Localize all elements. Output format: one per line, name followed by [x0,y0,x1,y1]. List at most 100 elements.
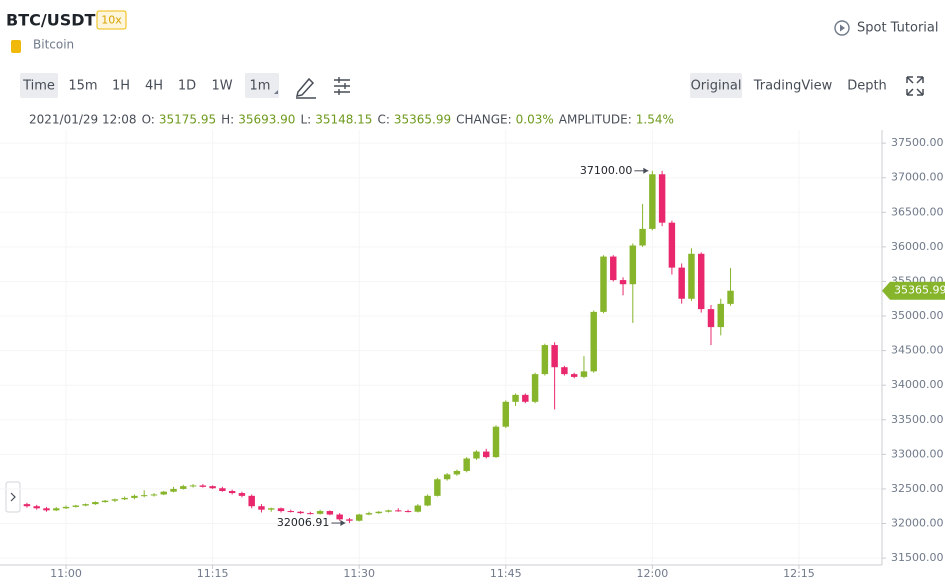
coin-name: Bitcoin [33,38,74,52]
x-tick-label: 12:00 [637,567,669,580]
candle-body [649,174,656,229]
y-tick-label: 34500.00 [891,344,944,357]
expand-arrow [10,492,16,502]
candle-body [610,256,617,281]
annotation-label: 37100.00 [580,164,633,177]
candle-body [355,514,363,521]
interval[interactable]: 1W [211,79,232,94]
candle-body [385,510,392,512]
y-tick-label: 33500.00 [891,413,944,426]
candle-body [82,504,89,506]
candle-body [375,511,382,514]
candle-body [629,245,637,285]
x-tick-label: 11:30 [343,567,375,580]
candle-body [551,345,558,368]
candle-body [336,514,343,520]
draw-icon[interactable] [295,77,316,99]
play-icon-arrow [840,24,845,32]
fullscreen-icon[interactable] [906,76,924,96]
x-tick-label: 11:00 [50,567,82,580]
candle-body [209,486,216,489]
candle-body [131,495,138,498]
candle-body [258,506,265,510]
view-option[interactable]: Original [691,79,742,94]
candle-body [492,426,500,458]
settings-icon[interactable] [334,77,350,95]
candle-body [541,345,549,375]
candle-body [43,508,50,511]
active-interval-bg [20,73,58,98]
candle-body [414,505,422,512]
candle-body [404,511,412,513]
interval[interactable]: Time [22,79,55,94]
info-label: C: [377,113,389,127]
candle-body [170,488,177,492]
view-option[interactable]: TradingView [753,79,833,94]
candle-body [140,495,148,497]
info-label: L: [300,113,311,127]
info-label: H: [221,113,234,127]
y-tick-label: 37500.00 [891,136,944,149]
candle-body [346,519,353,521]
spot-tutorial[interactable]: Spot Tutorial [857,21,938,36]
candle-body [639,228,646,246]
pair: BTC/USDT [6,11,95,30]
candle-body [707,309,715,328]
y-tick-label: 32000.00 [891,517,944,530]
expand-button[interactable] [5,481,21,513]
candle-body [443,474,451,480]
candle-body [522,394,529,402]
candle-body [531,374,539,402]
candle-body [268,508,275,510]
interval[interactable]: 1H [112,79,130,94]
candle-body [23,504,31,507]
candle-body [326,511,334,515]
info-value: 35148.15 [315,113,372,127]
info-value: 35693.90 [238,113,295,127]
info-value: 35365.99 [394,113,451,127]
candle-body [717,303,724,328]
x-tick-label: 11:15 [197,567,229,580]
candle-body [150,494,158,496]
candle-body [580,371,588,377]
candle-body [33,506,40,509]
annotation-label: 32006.91 [277,516,330,529]
info-value: 35175.95 [159,113,216,127]
candle-body [307,513,314,515]
play-icon[interactable] [834,20,850,36]
candle-body [121,497,128,500]
candle-body [590,311,597,372]
candle-body [101,500,109,503]
candle-body [502,401,509,427]
candle-body [453,470,461,475]
candle-body [483,451,490,458]
interval[interactable]: 15m [68,79,97,94]
candle-body [678,267,685,299]
active-view-bg [690,73,742,98]
annotation-arrowhead [340,520,346,527]
minute-interval-bg [245,73,279,98]
candle-body [658,174,666,223]
candle-body [277,508,285,512]
last-price-tag [882,281,945,300]
annotation-arrowhead [643,167,649,174]
candle-body [600,256,607,312]
candle-body [668,222,676,268]
candle-body [512,394,519,402]
leverage-badge[interactable] [96,10,127,30]
candle-body [53,508,60,511]
candle-body [180,486,187,489]
interval[interactable]: 1D [178,79,196,94]
interval[interactable]: 1m [250,79,271,94]
candle-body [561,367,568,375]
y-tick-label: 36500.00 [891,205,944,218]
y-tick-label: 32500.00 [891,482,944,495]
candle-body [228,491,236,494]
candle-body [395,510,402,512]
candle-body [92,502,99,505]
candle-body [72,505,80,507]
view-option[interactable]: Depth [847,79,887,94]
interval[interactable]: 4H [145,79,163,94]
x-tick-label: 12:15 [783,567,815,580]
